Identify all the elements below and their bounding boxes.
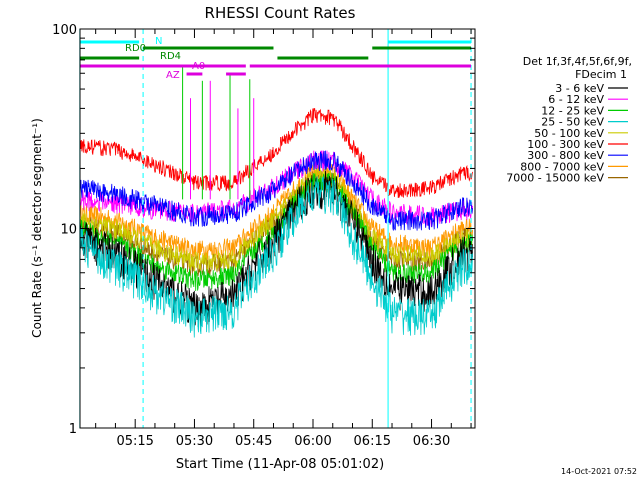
series-line-5 <box>79 108 473 199</box>
legend-label-5: 100 - 300 keV <box>527 138 604 151</box>
y-axis-title: Count Rate (s⁻¹ detector segment⁻¹) <box>30 118 44 338</box>
series-line-6 <box>79 150 473 231</box>
state-label-az: AZ <box>166 70 180 81</box>
x-tick-label-1: 05:30 <box>176 434 213 449</box>
legend-label-3: 25 - 50 keV <box>541 116 604 129</box>
x-axis-title: Start Time (11-Apr-08 05:01:02) <box>176 457 384 472</box>
series-line-4 <box>79 167 473 273</box>
x-tick-label-0: 05:15 <box>116 434 153 449</box>
x-tick-label-4: 06:15 <box>354 434 391 449</box>
y-tick-label-2: 100 <box>52 23 77 38</box>
state-label-n: N <box>155 36 162 47</box>
x-tick-label-5: 06:30 <box>413 434 450 449</box>
legend-label-6: 300 - 800 keV <box>527 149 604 162</box>
state-label-rd0: RD0 <box>125 43 146 54</box>
x-tick-label-3: 06:00 <box>294 434 331 449</box>
legend: Det 1f,3f,4f,5f,6f,9f, FDecim 1 3 - 6 ke… <box>506 55 632 185</box>
chart-title: RHESSI Count Rates <box>205 4 356 22</box>
state-label-a0: A0 <box>192 61 205 72</box>
legend-label-0: 3 - 6 keV <box>555 82 604 95</box>
plot-layer: N RD0 RD4 A0 AZ <box>79 29 473 428</box>
y-tick-label-1: 10 <box>60 223 77 238</box>
y-tick-label-0: 1 <box>69 422 77 437</box>
legend-title-line-1: Det 1f,3f,4f,5f,6f,9f, <box>523 55 632 68</box>
legend-label-2: 12 - 25 keV <box>541 104 604 117</box>
footer-timestamp: 14-Oct-2021 07:52 <box>561 467 637 476</box>
series-line-0 <box>79 170 473 328</box>
x-tick-label-2: 05:45 <box>235 434 272 449</box>
axis-layer: 1 10 100 05:15 05:30 05:45 06:00 06:15 06:30 <box>52 23 475 449</box>
state-label-rd4: RD4 <box>160 51 181 62</box>
legend-label-7: 800 - 7000 keV <box>520 160 604 173</box>
legend-title-line-2: FDecim 1 <box>575 68 627 81</box>
series-line-3 <box>79 176 473 338</box>
legend-label-4: 50 - 100 keV <box>534 127 604 140</box>
legend-label-1: 6 - 12 keV <box>548 93 604 106</box>
legend-label-8: 7000 - 15000 keV <box>506 172 604 185</box>
